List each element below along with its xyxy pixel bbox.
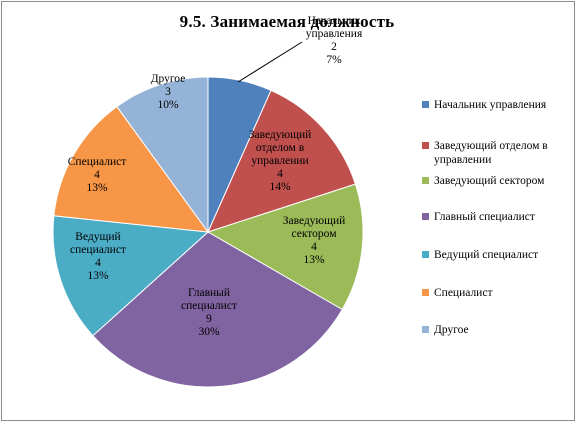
legend-entry: Специалист bbox=[434, 287, 492, 299]
legend-swatch bbox=[422, 326, 429, 333]
legend-entry: Главный специалист bbox=[434, 211, 535, 223]
pie-slice bbox=[92, 231, 343, 388]
data-label: Начальник управления 2 7% bbox=[306, 15, 363, 66]
leader-line bbox=[237, 41, 303, 83]
pie-slice bbox=[52, 215, 210, 337]
legend-swatch bbox=[422, 142, 429, 149]
data-label: Ведущий специалист 4 13% bbox=[70, 231, 126, 282]
pie-slice bbox=[53, 105, 210, 233]
legend-entry: Начальник управления bbox=[434, 99, 547, 111]
data-label: Заведующий отделом в управлении 4 14% bbox=[249, 129, 312, 193]
pie-slice bbox=[206, 183, 364, 311]
legend-swatch bbox=[422, 177, 429, 184]
legend-swatch bbox=[422, 213, 429, 220]
legend-swatch bbox=[422, 101, 429, 108]
legend-entry: Ведущий специалист bbox=[434, 249, 538, 261]
data-label: Главный специалист 9 30% bbox=[181, 287, 237, 338]
legend-entry: Заведующий отделом в управлении bbox=[434, 140, 548, 166]
legend-swatch bbox=[422, 251, 429, 258]
data-label: Другое 3 10% bbox=[151, 73, 186, 111]
data-label: Заведующий сектором 4 13% bbox=[283, 215, 346, 266]
chart-title: 9.5. Занимаемая должность bbox=[179, 12, 395, 31]
legend-entry: Другое bbox=[434, 324, 469, 336]
pie-slice bbox=[116, 76, 209, 234]
pie-slice bbox=[207, 89, 357, 233]
legend-entry: Заведующий сектором bbox=[434, 175, 545, 187]
data-label: Специалист 4 13% bbox=[68, 156, 126, 194]
legend-swatch bbox=[422, 289, 429, 296]
